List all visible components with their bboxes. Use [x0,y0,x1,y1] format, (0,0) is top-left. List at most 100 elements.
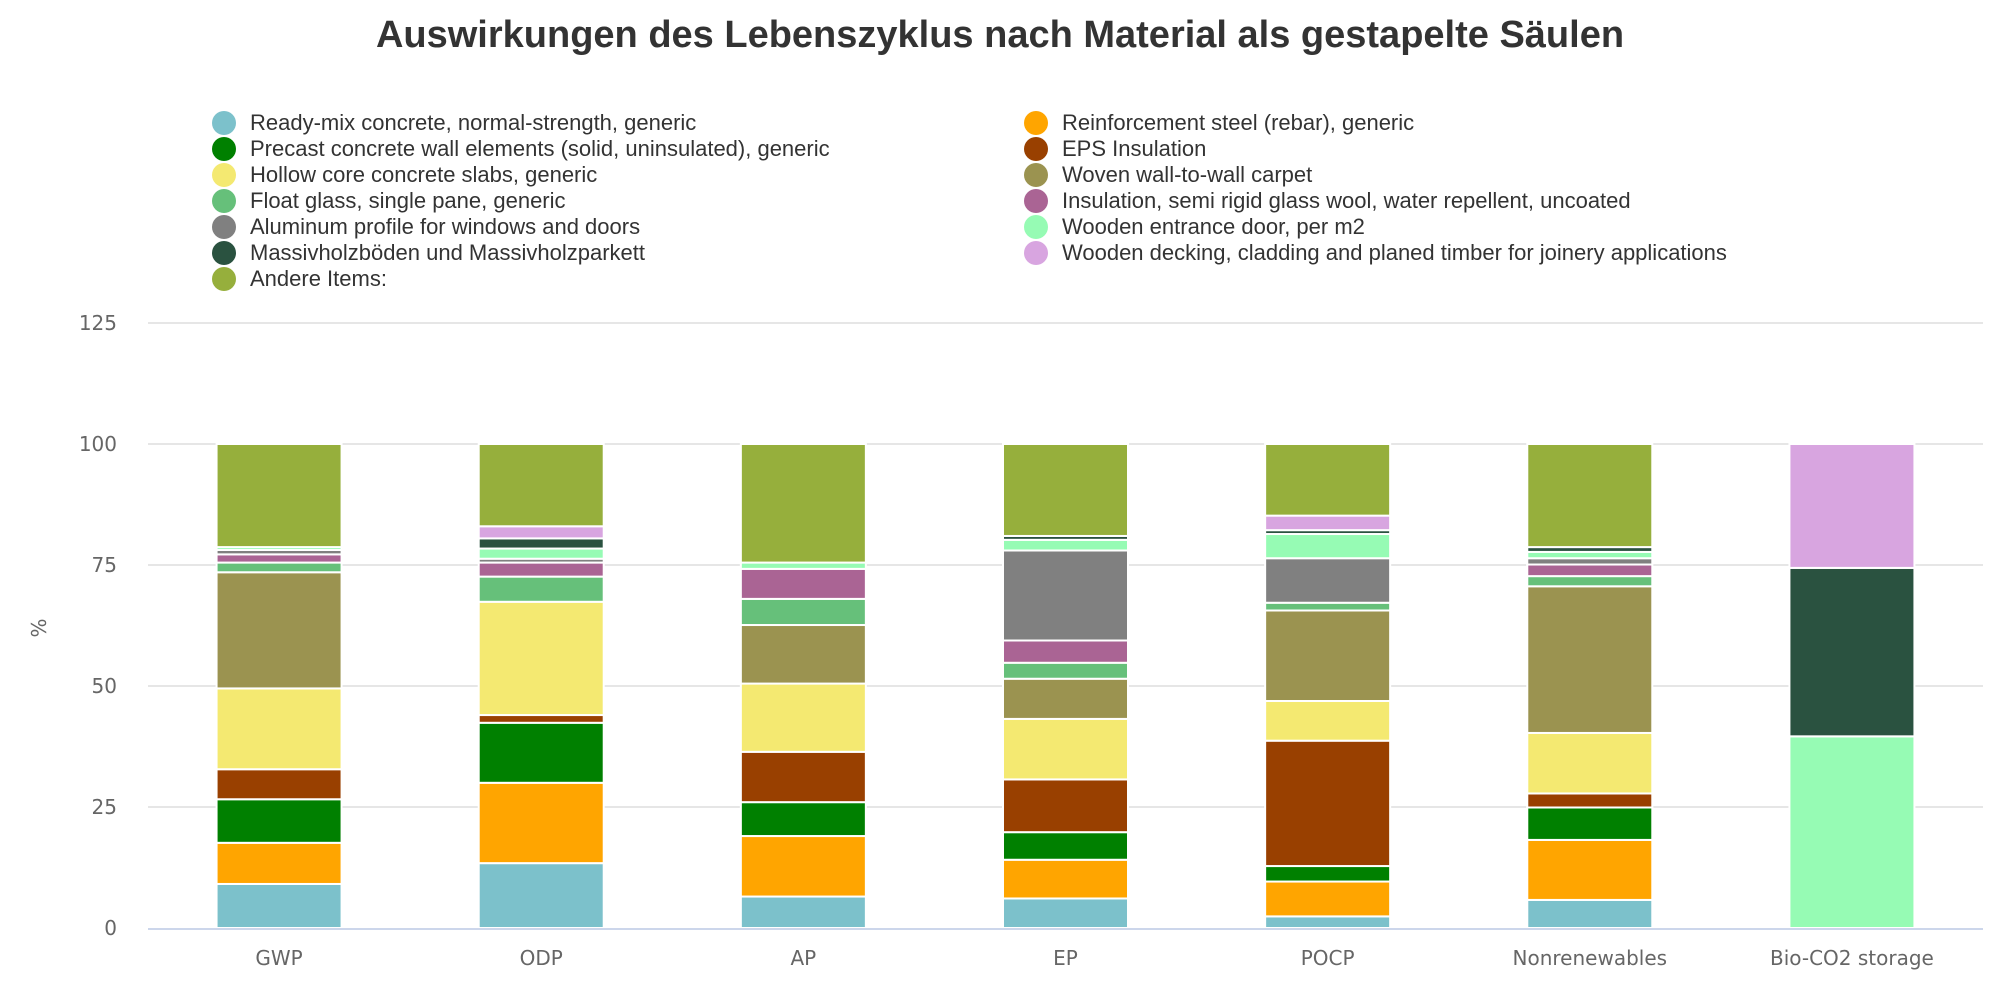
bar-segment[interactable] [739,895,867,929]
bar-segment[interactable] [1526,806,1654,841]
legend-marker-icon [212,111,236,135]
legend-label: Ready-mix concrete, normal-strength, gen… [250,110,697,135]
x-tick-label: POCP [1301,946,1355,970]
bar-segment[interactable] [1002,443,1129,537]
bar-segment[interactable] [477,525,605,540]
legend-item[interactable]: Ready-mix concrete, normal-strength, gen… [212,110,830,136]
bar-segment[interactable] [739,567,867,600]
bar-segment[interactable] [739,624,867,685]
bar-segment[interactable] [1002,831,1129,861]
bar-segment[interactable] [1526,585,1654,734]
bar-segment[interactable] [477,443,605,528]
bar-segment[interactable] [215,687,343,771]
legend-marker-icon [1024,215,1048,239]
bar-segment[interactable] [1788,735,1916,929]
bar-segment[interactable] [1526,443,1654,549]
bar-segment[interactable] [739,682,867,753]
legend-item[interactable]: Wooden decking, cladding and planed timb… [1024,240,1727,266]
bar-segment[interactable] [1264,514,1392,532]
bar-segment[interactable] [1264,700,1392,742]
legend-marker-icon [212,189,236,213]
bar-segment[interactable] [215,443,343,549]
bar-segment[interactable] [1002,897,1129,930]
legend-label: Hollow core concrete slabs, generic [250,162,598,187]
legend-item[interactable]: Reinforcement steel (rebar), generic [1024,110,1727,136]
bar-segment[interactable] [1264,865,1392,883]
bar-segment[interactable] [477,862,605,929]
bar-segment[interactable] [739,801,867,838]
legend-label: Precast concrete wall elements (solid, u… [250,136,830,161]
bar-segment[interactable] [477,781,605,865]
y-tick-label: 125 [79,311,117,335]
bar-segment[interactable] [1264,601,1392,612]
bar-segment[interactable] [739,597,867,627]
bar-segment[interactable] [477,547,605,560]
bar-segment[interactable] [215,768,343,801]
legend-item[interactable]: EPS Insulation [1024,136,1727,162]
bar-segment[interactable] [1264,880,1392,918]
bar-segment[interactable] [1002,639,1129,664]
bar-segment[interactable] [1788,566,1916,738]
bar-segment[interactable] [1264,609,1392,703]
bar-segment[interactable] [215,571,343,690]
legend-item[interactable]: Insulation, semi rigid glass wool, water… [1024,188,1727,214]
legend-item[interactable]: Massivholzböden und Massivholzparkett [212,240,830,266]
bar-segment[interactable] [215,561,343,574]
bar-segment[interactable] [739,835,867,898]
x-tick-label: Bio-CO2 storage [1770,946,1934,970]
bar-segment[interactable] [477,575,605,603]
y-tick-label: 25 [92,795,117,819]
bar-segment[interactable] [1526,731,1654,795]
x-tick-label: EP [1053,946,1078,970]
legend-item[interactable]: Precast concrete wall elements (solid, u… [212,136,830,162]
bar-segment[interactable] [739,750,867,804]
legend-column-right: Reinforcement steel (rebar), generic EPS … [1024,110,1727,266]
bar-segment[interactable] [1526,838,1654,901]
bar-segment[interactable] [1526,563,1654,578]
bar-segment[interactable] [1788,443,1916,569]
bar-segment[interactable] [1526,792,1654,809]
bar-segment[interactable] [1002,549,1129,642]
bar-segment[interactable] [215,882,343,929]
bar-segment[interactable] [1264,915,1392,929]
legend-item[interactable]: Woven wall-to-wall carpet [1024,162,1727,188]
bar-segment[interactable] [215,841,343,885]
bar-segment[interactable] [1264,533,1392,560]
bar-segment[interactable] [1526,575,1654,588]
legend-item[interactable]: Andere Items: [212,266,830,292]
bar-segment[interactable] [1526,898,1654,929]
legend-label: Wooden decking, cladding and planed timb… [1062,240,1727,265]
bar-segment[interactable] [1002,717,1129,781]
legend-label: Aluminum profile for windows and doors [250,214,641,239]
legend-item[interactable]: Hollow core concrete slabs, generic [212,162,830,188]
legend-label: Wooden entrance door, per m2 [1062,214,1365,239]
bar-segment[interactable] [1264,443,1392,517]
legend-item[interactable]: Float glass, single pane, generic [212,188,830,214]
legend-item[interactable]: Aluminum profile for windows and doors [212,214,830,240]
bar-segment[interactable] [1002,538,1129,552]
legend-marker-icon [1024,241,1048,265]
bar-segment[interactable] [477,600,605,717]
bar-segment[interactable] [1264,557,1392,604]
bar-segment[interactable] [1002,677,1129,720]
bar-segment[interactable] [1002,661,1129,680]
bar-segment[interactable] [477,537,605,550]
legend-marker-icon [212,215,236,239]
bars [215,443,1916,930]
y-tick-label: 50 [92,674,117,698]
bar-segment[interactable] [477,714,605,724]
bar-segment[interactable] [477,561,605,578]
bar-segment[interactable] [1264,739,1392,868]
legend-marker-icon [212,163,236,187]
legend-label: Float glass, single pane, generic [250,188,566,213]
bar-segment[interactable] [739,443,867,564]
legend-column-left: Ready-mix concrete, normal-strength, gen… [212,110,830,292]
bar-segment[interactable] [215,553,343,564]
bar-segment[interactable] [1002,858,1129,900]
bar-segment[interactable] [1002,778,1129,834]
bar-segment[interactable] [215,798,343,844]
bar-segment[interactable] [477,721,605,784]
legend-item[interactable]: Wooden entrance door, per m2 [1024,214,1727,240]
y-tick-label: 0 [104,916,117,940]
